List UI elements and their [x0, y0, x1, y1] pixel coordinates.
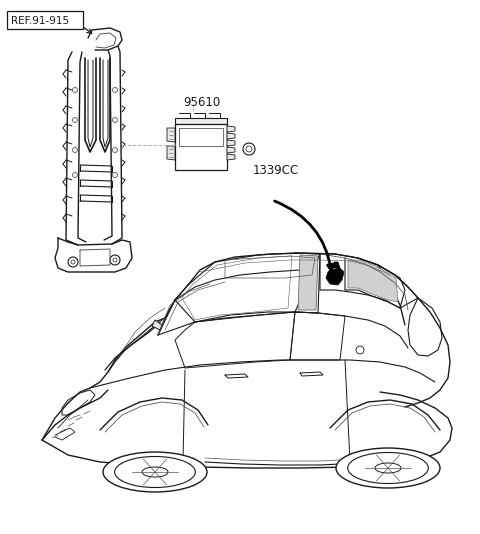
Polygon shape [175, 124, 227, 170]
Polygon shape [152, 320, 162, 330]
Polygon shape [167, 128, 175, 142]
Text: 95610: 95610 [183, 96, 220, 108]
Ellipse shape [115, 457, 195, 488]
Polygon shape [227, 140, 235, 146]
Polygon shape [227, 133, 235, 139]
Ellipse shape [142, 467, 168, 477]
Text: REF.91-915: REF.91-915 [11, 16, 69, 26]
Polygon shape [348, 260, 398, 302]
Polygon shape [227, 154, 235, 160]
Ellipse shape [103, 452, 207, 492]
Polygon shape [175, 118, 227, 124]
Ellipse shape [336, 448, 440, 488]
Polygon shape [298, 255, 318, 310]
Text: 1339CC: 1339CC [253, 164, 299, 177]
Polygon shape [167, 146, 175, 160]
Polygon shape [326, 268, 344, 285]
Polygon shape [227, 147, 235, 153]
Polygon shape [227, 126, 235, 132]
FancyBboxPatch shape [7, 11, 83, 29]
Polygon shape [332, 262, 340, 268]
Ellipse shape [375, 463, 401, 473]
Ellipse shape [348, 452, 428, 483]
